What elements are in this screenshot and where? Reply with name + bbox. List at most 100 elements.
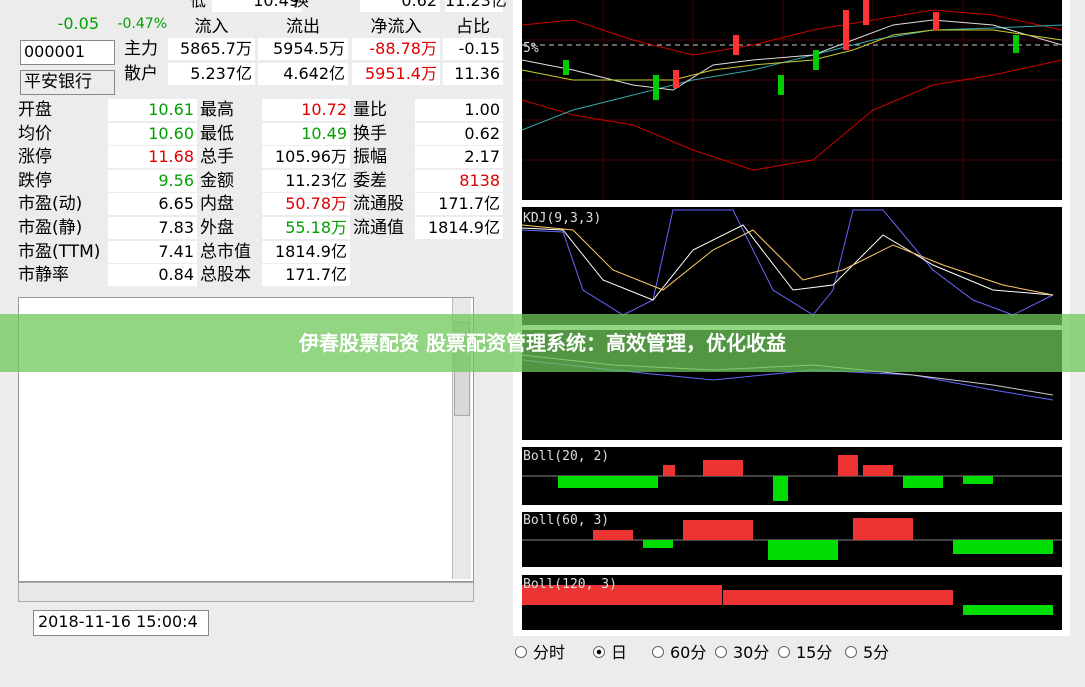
radio[interactable] <box>845 646 857 658</box>
stat-label: 委差 <box>353 170 387 191</box>
period-option[interactable]: 分时 <box>515 642 565 664</box>
stat-value: 55.18万 <box>262 217 350 239</box>
radio[interactable] <box>715 646 727 658</box>
cut-text: 11.23亿 <box>445 0 507 12</box>
banner: 伊春股票配资 股票配资管理系统：高效管理，优化收益 <box>0 314 1085 372</box>
stat-label: 内盘 <box>200 194 234 215</box>
stat-label: 金额 <box>200 170 234 191</box>
stat-value: 50.78万 <box>262 193 350 216</box>
radio[interactable] <box>593 646 605 658</box>
stat-label: 总手 <box>200 147 234 168</box>
stat-label: 总股本 <box>200 265 251 286</box>
boll-60: Boll(60, 3) <box>522 512 1062 567</box>
flow-value: 5865.7万 <box>168 38 255 60</box>
stat-label: 开盘 <box>18 100 52 120</box>
flow-value: 4.642亿 <box>258 63 348 85</box>
radio[interactable] <box>652 646 664 658</box>
stat-label: 涨停 <box>18 147 52 168</box>
stat-value: 10.72 <box>262 99 350 121</box>
boll-20: Boll(20, 2) <box>522 447 1062 505</box>
cut-text: 换 <box>293 0 310 10</box>
period-option[interactable]: 60分 <box>652 642 706 664</box>
kdj-chart: KDJ(9,3,3) <box>521 207 1062 325</box>
stock-code[interactable]: 000001 <box>20 40 115 65</box>
flow-value: 5.237亿 <box>168 63 255 85</box>
stat-label: 市盈(静) <box>18 218 83 238</box>
main-label: 5% <box>523 41 539 56</box>
h-scrollbar[interactable] <box>18 582 474 602</box>
stat-label: 均价 <box>18 123 52 144</box>
stat-label: 市静率 <box>18 265 69 286</box>
main-chart: 5% <box>521 0 1063 200</box>
stat-value: 1814.9亿 <box>262 240 350 263</box>
boll-label: Boll(120, 3) <box>523 577 617 592</box>
period-label[interactable]: 5分 <box>863 643 890 662</box>
stat-value: 171.7亿 <box>262 264 350 287</box>
boll-120: Boll(120, 3) <box>522 575 1062 630</box>
stat-label: 最低 <box>200 123 234 144</box>
stat-value: 10.60 <box>108 122 197 145</box>
flow-header: 占比 <box>456 17 490 37</box>
flow-label: 散户 <box>124 64 158 84</box>
radio[interactable] <box>778 646 790 658</box>
stat-value: 6.65 <box>108 193 197 216</box>
flow-value: -0.15 <box>443 38 503 60</box>
flow-value: -88.78万 <box>352 38 440 60</box>
stat-label: 跌停 <box>18 170 52 191</box>
stat-value: 7.41 <box>108 240 197 263</box>
stat-value: 11.68 <box>108 146 197 169</box>
stat-value: 10.61 <box>108 99 197 121</box>
stat-value: 0.84 <box>108 264 197 287</box>
period-option[interactable]: 日 <box>593 642 627 664</box>
period-option[interactable]: 30分 <box>715 642 769 664</box>
period-label[interactable]: 15分 <box>796 643 833 662</box>
stat-value: 8138 <box>415 169 503 192</box>
flow-label: 主力 <box>124 39 158 59</box>
stat-label: 市盈(TTM) <box>18 241 101 262</box>
stat-label: 流通值 <box>353 218 404 238</box>
stat-label: 量比 <box>353 100 387 120</box>
stat-value: 9.56 <box>108 169 197 192</box>
cut-text: 低 <box>190 0 207 10</box>
stat-label: 外盘 <box>200 218 234 238</box>
period-label[interactable]: 分时 <box>533 643 566 662</box>
kdj-label: KDJ(9,3,3) <box>523 211 601 226</box>
flow-header: 净流入 <box>370 17 422 37</box>
stat-label: 最高 <box>200 100 234 120</box>
stat-value: 2.17 <box>415 146 503 169</box>
stat-value: 1.00 <box>415 99 503 121</box>
period-label[interactable]: 日 <box>611 643 628 662</box>
boll-label: Boll(60, 3) <box>523 513 609 528</box>
stat-label: 总市值 <box>200 241 251 262</box>
charts: 5% KDJ(9,3,3) Boll(20, 2) Boll(60, 3) Bo… <box>521 0 1063 630</box>
period-label[interactable]: 30分 <box>733 643 770 662</box>
datetime: 2018-11-16 15:00:4 <box>33 610 209 636</box>
stat-value: 1814.9亿 <box>415 217 503 239</box>
flow-value: 5954.5万 <box>258 38 348 60</box>
change: -0.05 <box>57 14 99 33</box>
stat-value: 10.49 <box>262 122 350 145</box>
change-pct: -0.47% <box>117 16 167 32</box>
radio[interactable] <box>515 646 527 658</box>
stat-label: 换手 <box>353 123 387 144</box>
boll-label: Boll(20, 2) <box>523 449 609 464</box>
period-option[interactable]: 15分 <box>778 642 832 664</box>
period-option[interactable]: 5分 <box>845 642 889 664</box>
stat-value: 7.83 <box>108 217 197 239</box>
period-label[interactable]: 60分 <box>670 643 707 662</box>
stat-value: 105.96万 <box>262 146 350 169</box>
stat-value: 11.23亿 <box>262 169 350 192</box>
stat-label: 流通股 <box>353 194 404 215</box>
stat-label: 振幅 <box>353 147 387 168</box>
stat-label: 市盈(动) <box>18 194 83 215</box>
flow-header: 流出 <box>286 17 320 37</box>
cut-text: 10.49 <box>212 0 302 12</box>
cut-text: 0.62 <box>360 0 440 12</box>
flow-header: 流入 <box>194 17 229 37</box>
flow-value: 11.36 <box>443 63 503 85</box>
flow-value: 5951.4万 <box>352 63 440 85</box>
stat-value: 0.62 <box>415 122 503 145</box>
stock-name: 平安银行 <box>20 70 115 95</box>
stat-value: 171.7亿 <box>415 193 503 216</box>
